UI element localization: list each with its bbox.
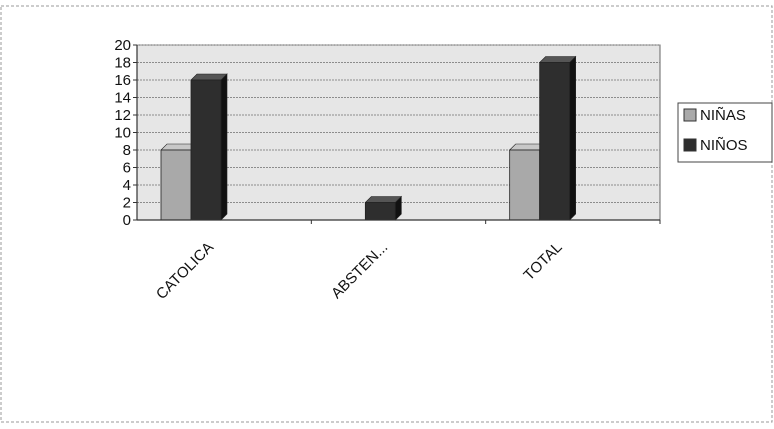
bar-ninas [509, 149, 541, 221]
y-tick-label: 20 [114, 37, 131, 54]
bar-top [538, 56, 577, 63]
bars [160, 55, 577, 221]
bar-ninos [539, 62, 571, 221]
x-tick-label: ABSTEN... [328, 239, 391, 302]
y-tick-label: 8 [123, 142, 131, 159]
y-tick-label: 10 [114, 125, 131, 142]
chart-border [0, 5, 773, 423]
legend-label-ninos: NIÑOS [700, 137, 748, 154]
legend-swatch-ninos [683, 138, 697, 152]
x-tick-labels: CATOLICA ABSTEN... TOTAL [153, 239, 566, 303]
axes [136, 45, 661, 224]
x-tick-label: TOTAL [520, 239, 565, 284]
y-tick-label: 14 [114, 90, 131, 107]
y-tick-label: 2 [123, 195, 131, 212]
y-tick-label: 6 [123, 160, 131, 177]
bar-ninas [160, 149, 192, 221]
bar-top [364, 196, 403, 203]
legend-swatch-ninas [683, 108, 697, 122]
bar-ninos [364, 202, 396, 221]
y-tick-label: 18 [114, 55, 131, 72]
x-tick-label: CATOLICA [153, 239, 217, 303]
bar-side [569, 55, 576, 221]
bar-ninos [190, 79, 222, 221]
y-tick-label: 16 [114, 72, 131, 89]
bar-side [220, 73, 228, 221]
legend-label-ninas: NIÑAS [700, 107, 746, 124]
bar-top [190, 73, 228, 81]
y-tick-label: 12 [114, 107, 131, 124]
y-tick-label: 0 [123, 212, 131, 229]
y-tick-label: 4 [123, 177, 131, 194]
legend: NIÑAS NIÑOS [677, 102, 773, 163]
